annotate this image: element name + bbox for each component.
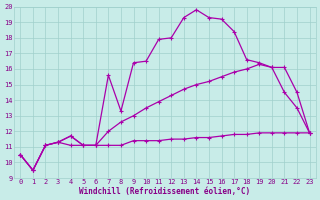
X-axis label: Windchill (Refroidissement éolien,°C): Windchill (Refroidissement éolien,°C) bbox=[79, 187, 251, 196]
